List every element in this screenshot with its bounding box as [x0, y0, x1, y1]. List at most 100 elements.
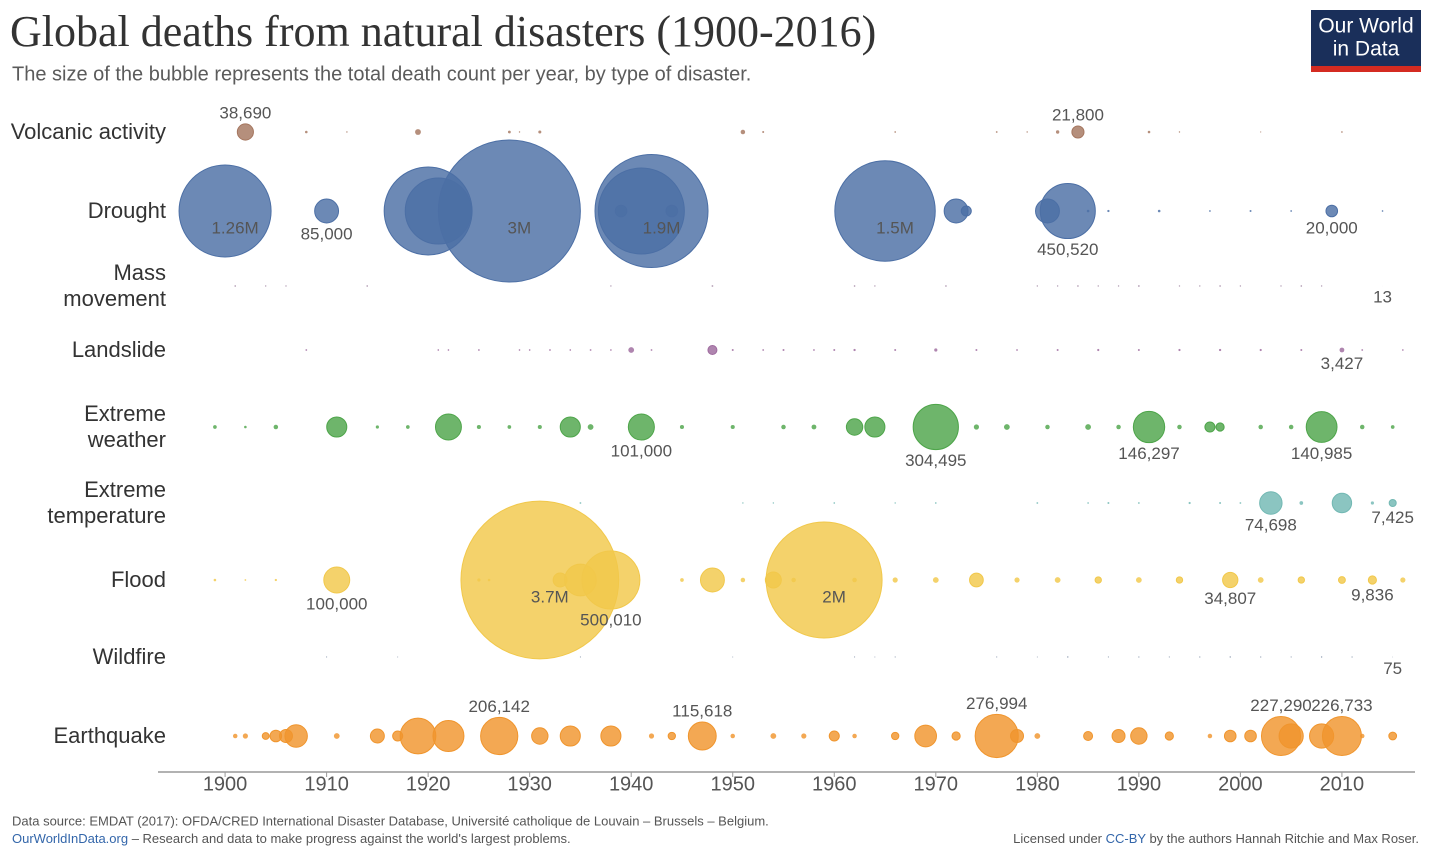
bubble	[285, 285, 287, 287]
bubble	[1036, 285, 1039, 287]
bubble	[1390, 425, 1395, 429]
chart-subtitle: The size of the bubble represents the to…	[12, 63, 751, 85]
bubble	[1054, 577, 1061, 583]
bubble	[1249, 209, 1252, 213]
bubble	[1370, 501, 1374, 505]
data-label: 1.5M	[876, 218, 914, 237]
row-label: Landslide	[71, 337, 166, 362]
bubble	[1085, 424, 1091, 430]
bubble	[437, 349, 440, 351]
bubble	[1137, 348, 1140, 352]
bubble	[1278, 723, 1304, 749]
tagline: – Research and data to make progress aga…	[128, 831, 571, 846]
bubble	[1367, 575, 1377, 585]
bubble	[969, 572, 984, 588]
bubble	[518, 349, 521, 351]
bubble	[579, 502, 582, 504]
bubble	[274, 578, 277, 582]
bubble	[1097, 285, 1099, 287]
bubble	[912, 403, 959, 451]
bubble	[569, 349, 572, 351]
bubble	[1257, 577, 1264, 583]
bubble	[627, 413, 655, 441]
bubble	[1116, 424, 1121, 430]
bubble	[1392, 656, 1394, 658]
logo-text: Our World	[1318, 15, 1413, 38]
bubble	[1086, 209, 1090, 213]
x-tick-label: 1910	[304, 773, 349, 795]
bubble	[600, 725, 622, 747]
bubble	[1107, 656, 1109, 658]
bubble	[765, 521, 883, 639]
bubble	[665, 204, 679, 218]
bubble	[934, 502, 937, 504]
bubble	[434, 413, 462, 441]
bubble	[610, 349, 612, 351]
bubble	[707, 345, 718, 355]
bubble	[813, 349, 815, 351]
bubble	[1341, 131, 1343, 133]
data-label: 140,985	[1291, 444, 1352, 463]
data-label: 3.7M	[531, 587, 569, 606]
data-label: 3M	[508, 218, 532, 237]
series	[232, 713, 1398, 759]
bubble	[1135, 577, 1142, 583]
bubble	[1045, 424, 1050, 430]
bubble	[845, 418, 864, 436]
row-label: Extreme temperature	[47, 477, 166, 528]
data-label: 85,000	[301, 224, 353, 243]
bubble	[891, 731, 900, 741]
bubble	[213, 425, 217, 429]
bubble	[834, 160, 936, 262]
x-tick-label: 1940	[609, 773, 654, 795]
bubble	[864, 416, 886, 438]
series	[213, 403, 1395, 451]
x-tick-label: 1970	[914, 773, 959, 795]
bubble	[853, 656, 856, 658]
bubble	[178, 164, 272, 258]
bubble	[1168, 656, 1170, 658]
x-tick-label: 1920	[406, 773, 451, 795]
bubble	[1259, 491, 1283, 515]
site-link[interactable]: OurWorldInData.org	[12, 831, 128, 846]
bubble	[648, 733, 655, 739]
data-label: 276,994	[966, 694, 1027, 713]
bubble	[742, 502, 744, 504]
license-link[interactable]: CC-BY	[1106, 831, 1147, 846]
bubble	[589, 349, 592, 351]
bubble	[232, 733, 238, 739]
bubble	[1388, 498, 1397, 508]
bubble	[1320, 656, 1323, 658]
bubble	[833, 502, 836, 504]
bubble	[1339, 347, 1345, 353]
data-label: 34,807	[1204, 589, 1256, 608]
data-label: 227,290	[1250, 696, 1311, 715]
bubble	[531, 727, 549, 745]
bubble	[945, 285, 947, 287]
bubble	[995, 131, 998, 133]
bubble	[732, 656, 734, 658]
bubble	[1117, 285, 1120, 287]
bubble	[894, 348, 897, 352]
bubble	[284, 724, 308, 748]
bubble	[234, 285, 237, 287]
x-tick-label: 1980	[1015, 773, 1060, 795]
bubble	[1325, 204, 1339, 218]
bubble	[975, 348, 978, 352]
bubble	[242, 733, 248, 739]
bubble	[1215, 422, 1225, 432]
data-label: 9,836	[1351, 586, 1394, 605]
bubble	[833, 348, 836, 352]
bubble	[507, 130, 511, 134]
bubble	[1083, 731, 1094, 741]
bubble	[447, 349, 450, 351]
bubble	[1067, 656, 1069, 658]
data-label: 75	[1383, 659, 1402, 678]
bubble	[1219, 285, 1221, 287]
bubble	[1300, 348, 1303, 352]
bubble	[369, 728, 385, 744]
bubble	[1359, 733, 1365, 739]
bubble	[650, 349, 653, 351]
bubble	[480, 716, 519, 756]
series	[213, 500, 1406, 660]
